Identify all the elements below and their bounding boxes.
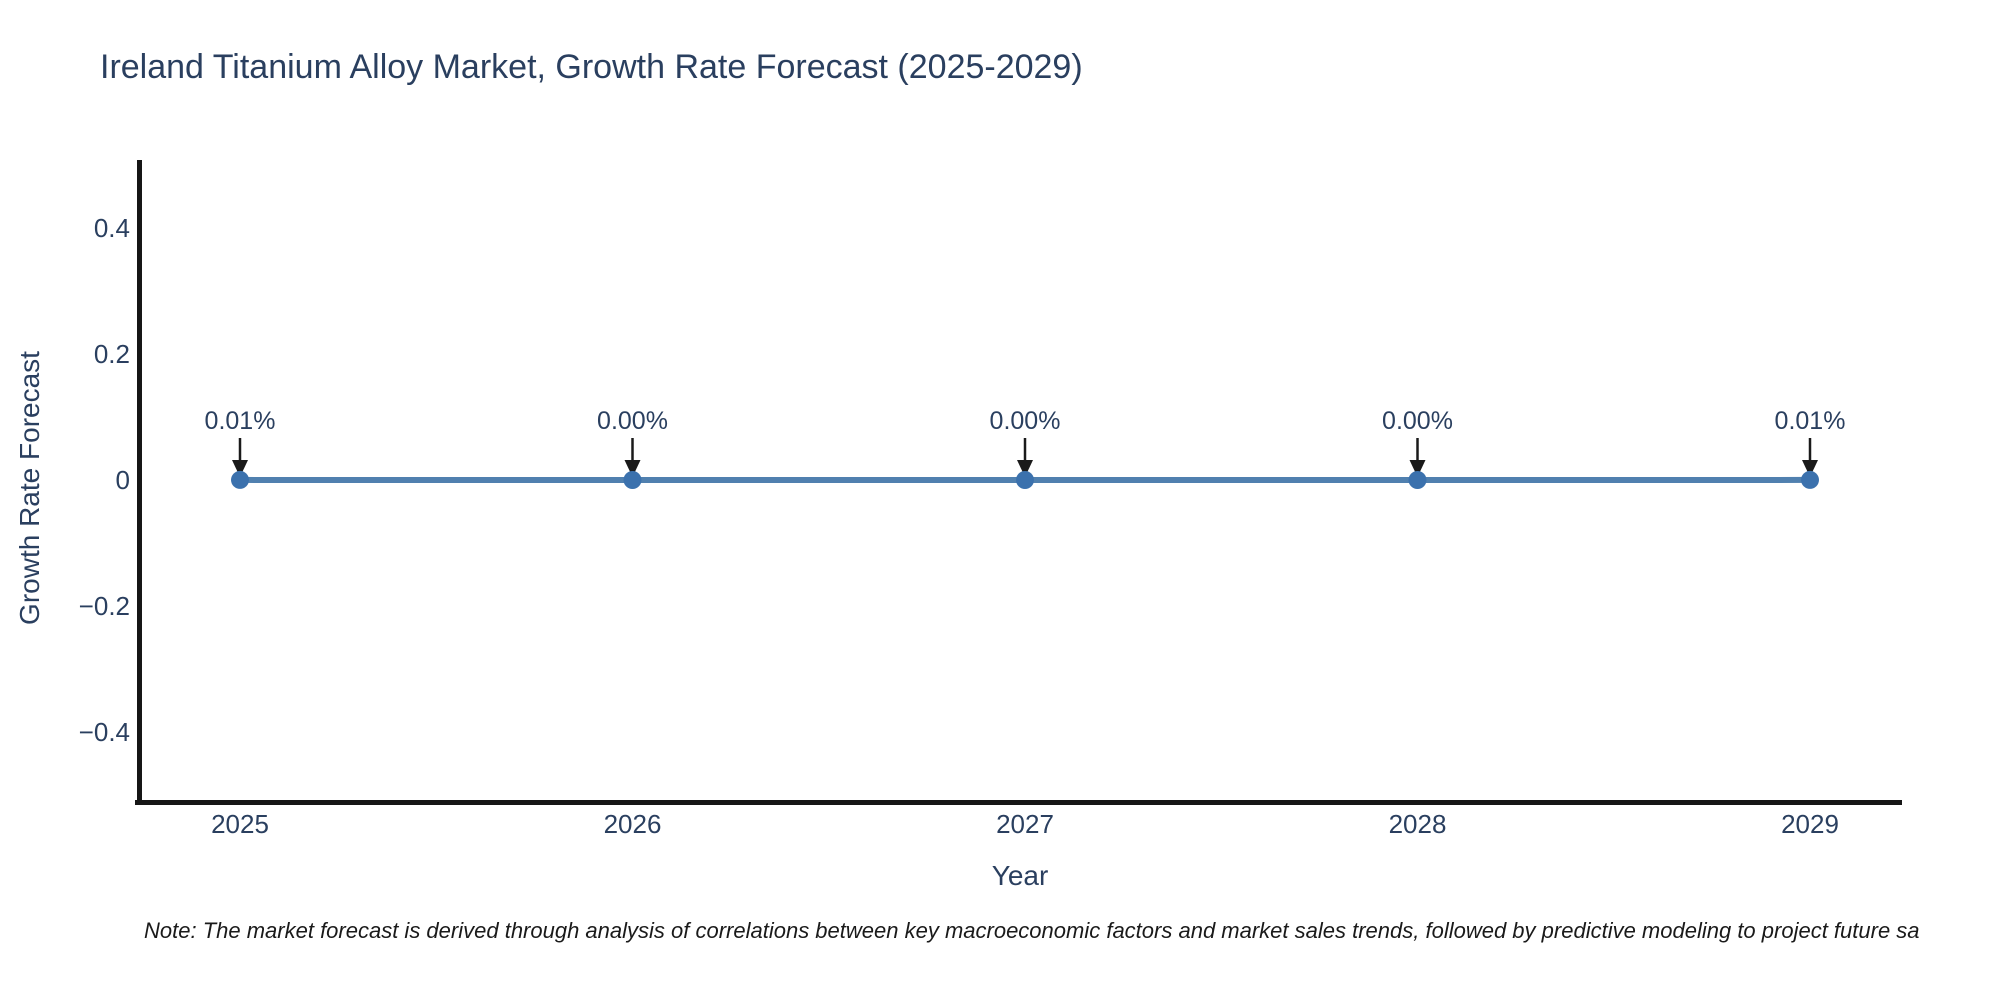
x-tick-label: 2027 bbox=[996, 809, 1054, 839]
x-tick-label: 2029 bbox=[1781, 809, 1839, 839]
y-axis-line bbox=[137, 160, 142, 805]
x-tick-label: 2026 bbox=[603, 809, 662, 839]
point-value-label: 0.01% bbox=[1775, 407, 1846, 435]
y-tick-label: −0.2 bbox=[78, 591, 130, 621]
data-point-marker[interactable] bbox=[623, 471, 642, 489]
data-point-marker[interactable] bbox=[1408, 471, 1427, 489]
x-tick-label: 2025 bbox=[211, 809, 269, 839]
annotation-arrowhead-icon bbox=[1409, 460, 1426, 477]
annotation-arrowhead-icon bbox=[1017, 460, 1033, 477]
data-point-marker[interactable] bbox=[231, 470, 249, 489]
point-value-label: 0.01% bbox=[205, 407, 276, 435]
annotation-arrowhead-icon bbox=[624, 460, 641, 477]
point-value-label: 0.00% bbox=[990, 407, 1061, 435]
y-tick-label: 0.2 bbox=[93, 339, 130, 369]
y-tick-label: −0.4 bbox=[78, 717, 130, 747]
point-value-label: 0.00% bbox=[597, 407, 668, 435]
point-value-label: 0.00% bbox=[1382, 407, 1453, 435]
footnote: Note: The market forecast is derived thr… bbox=[144, 918, 1920, 943]
data-point-marker[interactable] bbox=[1801, 470, 1819, 489]
x-axis-title: Year bbox=[991, 860, 1049, 891]
y-tick-label: 0.4 bbox=[93, 213, 130, 243]
annotation-arrowhead-icon bbox=[232, 460, 248, 477]
x-axis-line bbox=[135, 800, 1902, 805]
data-point-marker[interactable] bbox=[1016, 471, 1034, 489]
y-tick-label: 0 bbox=[115, 465, 130, 495]
annotation-arrowhead-icon bbox=[1802, 460, 1818, 477]
chart-title: Ireland Titanium Alloy Market, Growth Ra… bbox=[100, 48, 1083, 86]
x-tick-label: 2028 bbox=[1388, 809, 1447, 839]
